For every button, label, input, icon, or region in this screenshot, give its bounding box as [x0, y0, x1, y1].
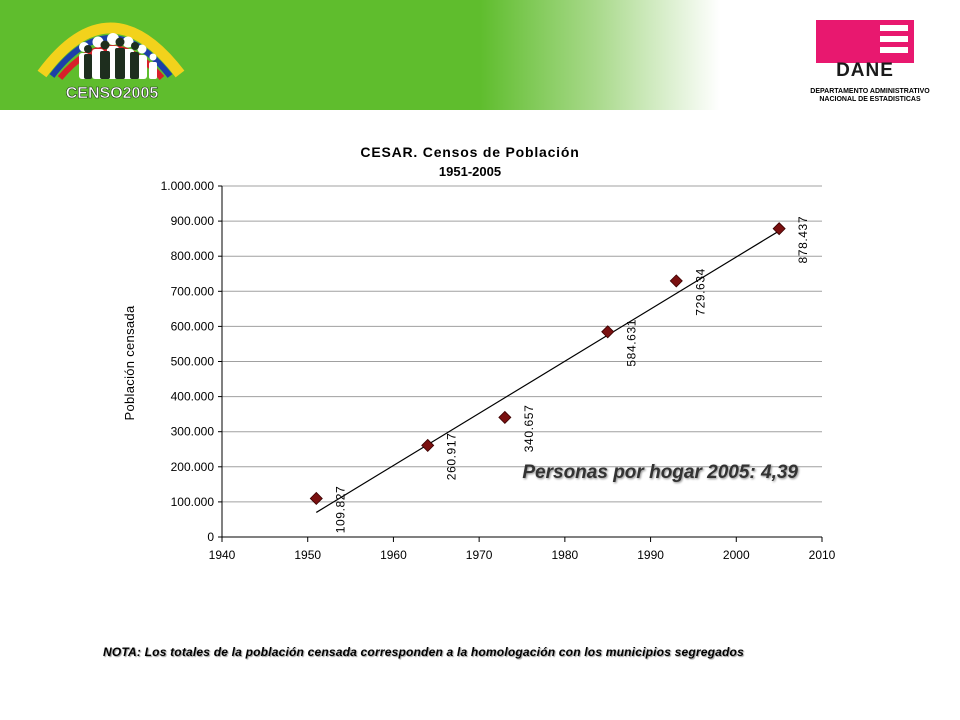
y-tick-label: 100.000	[171, 495, 215, 509]
x-tick-label: 1980	[552, 548, 579, 562]
data-point-marker	[772, 222, 786, 236]
x-tick-label: 1950	[294, 548, 321, 562]
y-tick-label: 700.000	[171, 284, 215, 298]
axes	[218, 185, 823, 542]
x-tick-label: 1990	[637, 548, 664, 562]
x-tick-label: 1940	[209, 548, 236, 562]
chart-title: CESAR. Censos de Población	[360, 144, 579, 160]
trendline-layer	[315, 230, 780, 513]
data-point-marker	[601, 325, 615, 339]
y-tick-label: 900.000	[171, 214, 215, 228]
grid-lines	[222, 185, 822, 503]
y-tick-label: 0	[207, 530, 214, 544]
x-tick-label: 1960	[380, 548, 407, 562]
dane-logo: DANE	[816, 20, 914, 81]
chart-subtitle: 1951-2005	[439, 164, 501, 179]
y-axis-label: Población censada	[122, 305, 137, 420]
dane-subtitle-line2: NACIONAL DE ESTADISTICAS	[819, 96, 921, 103]
dane-subtitle-line1: DEPARTAMENTO ADMINISTRATIVO	[810, 88, 930, 95]
data-point-label: 729.634	[693, 268, 707, 316]
censo-logo-text: CENSO2005	[66, 85, 159, 102]
x-tick-labels: 1940 1950 1960 1970 1980 1990 2000 2010	[209, 548, 836, 562]
dane-subtitle: DEPARTAMENTO ADMINISTRATIVO NACIONAL DE …	[790, 88, 950, 104]
header-banner: CENSO2005 DANE DEPARTAMENTO ADMINISTRATI…	[0, 0, 960, 110]
dane-logo-text: DANE	[836, 60, 894, 81]
data-point-marker	[421, 438, 435, 452]
censo-2005-logo: CENSO2005	[37, 22, 185, 102]
data-point-label: 340.657	[522, 405, 536, 453]
y-tick-label: 500.000	[171, 355, 215, 369]
y-tick-label: 600.000	[171, 319, 215, 333]
data-points	[309, 222, 786, 506]
footnote: NOTA: Los totales de la población censad…	[103, 645, 744, 659]
data-point-label: 109.827	[333, 486, 347, 534]
y-tick-label: 300.000	[171, 425, 215, 439]
data-point-label: 878.437	[796, 216, 810, 264]
x-tick-label: 2010	[809, 548, 836, 562]
y-tick-labels: 0 100.000 200.000 300.000 400.000 500.000 600.…	[161, 179, 215, 544]
data-labels: 109.827 260.917 340.657 584.631 729.634 878.4…	[333, 216, 810, 533]
y-tick-label: 1.000.000	[161, 179, 215, 193]
population-scatter-chart: CESAR. Censos de Población 1951-2005 Pob…	[122, 144, 836, 562]
households-annotation: Personas por hogar 2005: 4,39	[522, 462, 798, 483]
x-tick-label: 1970	[466, 548, 493, 562]
data-point-marker	[309, 491, 323, 506]
y-tick-label: 400.000	[171, 390, 215, 404]
y-tick-label: 200.000	[171, 460, 215, 474]
trendline	[315, 230, 780, 513]
y-tick-label: 800.000	[171, 249, 215, 263]
data-point-marker	[498, 410, 512, 424]
x-tick-label: 2000	[723, 548, 750, 562]
data-point-marker	[669, 274, 683, 288]
data-point-label: 584.631	[625, 319, 639, 367]
data-point-label: 260.917	[445, 433, 459, 481]
